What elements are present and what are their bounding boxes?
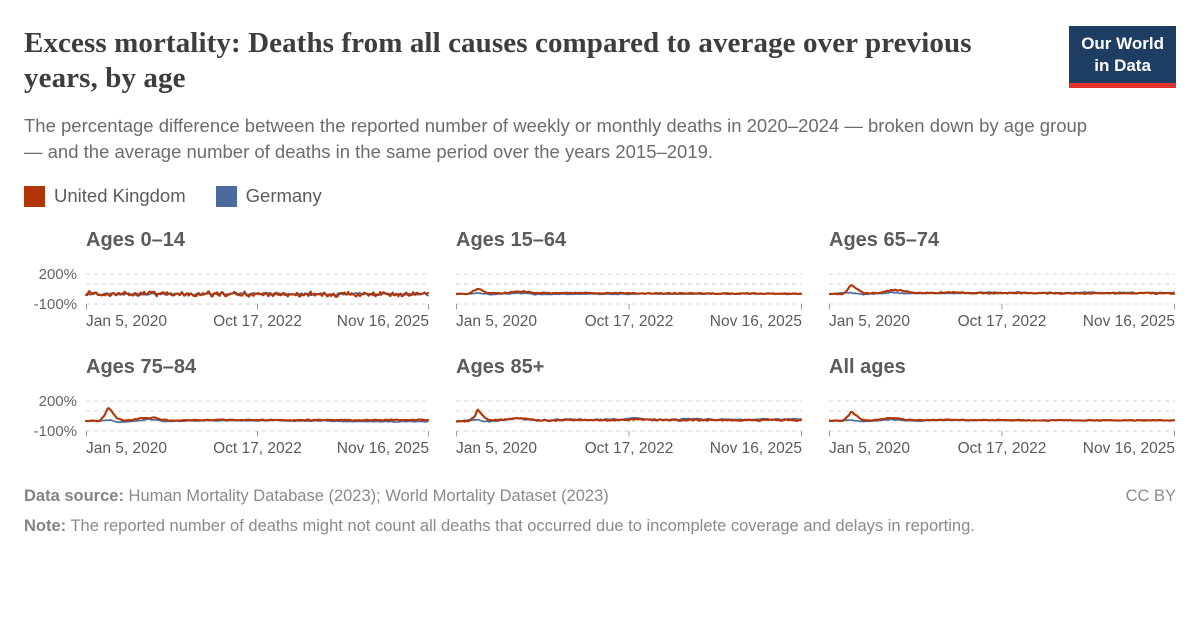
- x-axis-label: Oct 17, 2022: [958, 440, 1047, 457]
- x-axis-label: Oct 17, 2022: [213, 313, 302, 330]
- series-line-united-kingdom: [456, 408, 802, 423]
- x-axis-label: Jan 5, 2020: [456, 313, 537, 330]
- note-row: Note: The reported number of deaths migh…: [24, 515, 1149, 538]
- footer: Data source: Human Mortality Database (2…: [24, 485, 1176, 537]
- x-axis-label: Nov 16, 2025: [1083, 313, 1175, 330]
- series-line-united-kingdom: [84, 290, 429, 299]
- series-line-united-kingdom: [829, 411, 1175, 423]
- x-axis-label: Jan 5, 2020: [86, 440, 167, 457]
- chart-plot: Jan 5, 2020 Oct 17, 2022 Nov 16, 2025: [456, 400, 802, 457]
- x-axis-label: Jan 5, 2020: [829, 440, 910, 457]
- x-axis-label: Jan 5, 2020: [86, 313, 167, 330]
- chart-plot: 200% -100% Jan 5, 2020 Oct 17, 2022 Nov 16, …: [34, 266, 429, 330]
- chart-plot: Jan 5, 2020 Oct 17, 2022 Nov 16, 2025: [829, 400, 1175, 457]
- series-line-united-kingdom: [829, 284, 1175, 296]
- series-line-united-kingdom: [84, 407, 429, 423]
- y-axis-label: 200%: [39, 266, 77, 283]
- owid-logo: Our World in Data: [1069, 26, 1176, 88]
- y-axis-label: -100%: [34, 296, 77, 313]
- series-line-united-kingdom: [456, 288, 802, 296]
- chart-panel-title: Ages 15–64: [456, 229, 567, 252]
- x-axis-label: Nov 16, 2025: [710, 440, 802, 457]
- owid-logo-line1: Our World: [1081, 34, 1164, 53]
- chart-subtitle: The percentage difference between the re…: [24, 114, 1088, 163]
- owid-logo-line2: in Data: [1094, 55, 1151, 75]
- y-axis-label: -100%: [34, 423, 77, 440]
- chart-panel-title: Ages 0–14: [86, 229, 185, 252]
- chart-panel-title: Ages 65–74: [829, 229, 940, 252]
- x-axis-label: Jan 5, 2020: [829, 313, 910, 330]
- charts-grid: Ages 0–14 200% -100% Jan 5, 2020 Oct 17, 202…: [24, 229, 1176, 459]
- owid-chart-page: Excess mortality: Deaths from all causes…: [24, 26, 1176, 537]
- chart-panel-all-ages: All ages Jan 5, 2020 Oct 17, 2022 Nov 16, 2…: [829, 356, 1175, 459]
- legend: United Kingdom Germany: [24, 185, 1176, 207]
- x-axis-label: Oct 17, 2022: [585, 313, 674, 330]
- data-source: Data source: Human Mortality Database (2…: [24, 485, 609, 507]
- x-axis-label: Nov 16, 2025: [710, 313, 802, 330]
- page-title: Excess mortality: Deaths from all causes…: [24, 27, 972, 95]
- legend-swatch-united-kingdom: [24, 185, 45, 207]
- legend-item-germany: Germany: [215, 185, 322, 207]
- x-axis-label: Oct 17, 2022: [213, 440, 302, 457]
- chart-plot: Jan 5, 2020 Oct 17, 2022 Nov 16, 2025: [829, 273, 1175, 330]
- source-row: Data source: Human Mortality Database (2…: [24, 485, 1176, 507]
- header: Excess mortality: Deaths from all causes…: [24, 26, 1176, 97]
- note-label: Note:: [24, 516, 67, 535]
- legend-item-united-kingdom: United Kingdom: [24, 185, 186, 207]
- x-axis-label: Jan 5, 2020: [456, 440, 537, 457]
- note-text: The reported number of deaths might not …: [66, 516, 975, 535]
- chart-panel-ages-0-14: Ages 0–14 200% -100% Jan 5, 2020 Oct 17, 202…: [24, 229, 429, 332]
- x-axis-label: Oct 17, 2022: [958, 313, 1047, 330]
- data-source-text: Human Mortality Database (2023); World M…: [123, 487, 609, 506]
- chart-panel-ages-75-84: Ages 75–84 200% -100% Jan 5, 2020 Oct 17, 20…: [24, 356, 429, 459]
- y-axis-label: 200%: [39, 393, 77, 410]
- chart-panel-title: Ages 75–84: [86, 356, 197, 379]
- chart-panel-title: Ages 85+: [456, 356, 545, 379]
- chart-panel-title: All ages: [829, 356, 906, 379]
- chart-panel-ages-65-74: Ages 65–74 Jan 5, 2020 Oct 17, 2022 Nov 16,…: [829, 229, 1175, 332]
- x-axis-label: Nov 16, 2025: [337, 313, 429, 330]
- legend-label-united-kingdom: United Kingdom: [54, 185, 186, 207]
- chart-plot: 200% -100% Jan 5, 2020 Oct 17, 2022 Nov 16, …: [34, 393, 429, 457]
- chart-panel-ages-85: Ages 85+ Jan 5, 2020 Oct 17, 2022 Nov 16, 2…: [456, 356, 802, 459]
- x-axis-label: Nov 16, 2025: [1083, 440, 1175, 457]
- data-source-label: Data source:: [24, 487, 124, 506]
- x-axis-label: Oct 17, 2022: [585, 440, 674, 457]
- x-axis-label: Nov 16, 2025: [337, 440, 429, 457]
- legend-swatch-germany: [215, 185, 237, 207]
- license-badge: CC BY: [1125, 487, 1176, 506]
- legend-label-germany: Germany: [245, 185, 322, 207]
- chart-panel-ages-15-64: Ages 15–64 Jan 5, 2020 Oct 17, 2022 Nov 16,…: [456, 229, 802, 332]
- chart-plot: Jan 5, 2020 Oct 17, 2022 Nov 16, 2025: [456, 273, 802, 330]
